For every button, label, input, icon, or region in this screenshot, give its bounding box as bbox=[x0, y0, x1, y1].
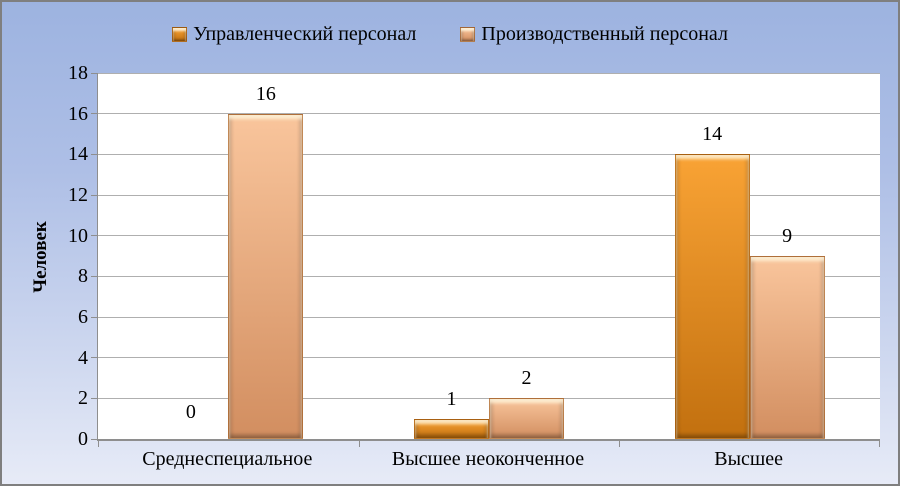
legend-label-managerial: Управленческий персонал bbox=[193, 23, 417, 45]
y-axis-labels: 0 2 4 6 8 10 12 14 16 18 bbox=[2, 62, 88, 450]
y-tick-6 bbox=[91, 316, 98, 318]
bar-production-0 bbox=[228, 113, 304, 439]
y-tick-0 bbox=[91, 438, 98, 440]
x-category-label-2: Высшее bbox=[714, 448, 784, 470]
y-tick-label-12: 12 bbox=[68, 184, 88, 206]
y-tick-4 bbox=[91, 357, 98, 359]
y-tick-14 bbox=[91, 153, 98, 155]
data-label-managerial-2: 14 bbox=[702, 123, 723, 146]
x-axis-labels: Среднеспециальное Высшее неоконченное Высш… bbox=[97, 447, 879, 477]
data-label-managerial-0: 0 bbox=[185, 401, 196, 423]
y-tick-18 bbox=[91, 72, 98, 74]
y-tick-2 bbox=[91, 397, 98, 399]
bar-managerial-2 bbox=[674, 154, 750, 439]
y-tick-label-8: 8 bbox=[78, 265, 88, 288]
y-tick-16 bbox=[91, 113, 98, 115]
gridline-8 bbox=[98, 275, 880, 277]
legend: Управленческий персонал Производственный… bbox=[2, 23, 898, 45]
x-tick-3 bbox=[879, 441, 880, 447]
gridline-6 bbox=[98, 316, 880, 318]
x-tick-0 bbox=[98, 441, 99, 447]
x-category-label-0: Среднеспециальное bbox=[142, 448, 313, 470]
y-tick-label-18: 18 bbox=[68, 62, 88, 84]
y-tick-8 bbox=[91, 275, 98, 277]
data-label-production-0: 16 bbox=[255, 82, 276, 105]
bar-production-2 bbox=[749, 256, 825, 439]
data-label-production-2: 9 bbox=[782, 225, 793, 247]
x-tick-2 bbox=[619, 441, 620, 447]
y-tick-label-4: 4 bbox=[78, 346, 88, 369]
y-tick-label-14: 14 bbox=[68, 143, 88, 166]
legend-marker-production-icon bbox=[460, 26, 476, 42]
legend-marker-managerial-icon bbox=[172, 26, 188, 42]
bar-production-1 bbox=[489, 398, 564, 439]
y-tick-label-0: 0 bbox=[78, 428, 88, 450]
data-label-production-1: 2 bbox=[521, 367, 532, 390]
data-label-managerial-1: 1 bbox=[446, 387, 457, 410]
legend-item-production: Производственный персонал bbox=[460, 23, 728, 45]
gridline-12 bbox=[98, 194, 880, 196]
x-tick-1 bbox=[359, 441, 360, 447]
gridline-18 bbox=[98, 72, 880, 74]
legend-label-production: Производственный персонал bbox=[481, 23, 728, 45]
bar-managerial-1 bbox=[414, 418, 489, 439]
gridline-16 bbox=[98, 113, 880, 115]
y-tick-label-16: 16 bbox=[68, 102, 88, 125]
plot-area: 0 1 14 16 2 9 bbox=[91, 72, 880, 447]
y-tick-label-10: 10 bbox=[68, 224, 88, 247]
legend-item-managerial: Управленческий персонал bbox=[172, 23, 416, 45]
y-tick-label-2: 2 bbox=[78, 387, 88, 410]
y-tick-label-6: 6 bbox=[78, 306, 88, 328]
gridline-10 bbox=[98, 235, 880, 237]
y-tick-10 bbox=[91, 235, 98, 237]
gridline-4 bbox=[98, 357, 880, 359]
gridline-14 bbox=[98, 153, 880, 155]
y-tick-12 bbox=[91, 194, 98, 196]
x-category-label-1: Высшее неоконченное bbox=[391, 448, 585, 470]
